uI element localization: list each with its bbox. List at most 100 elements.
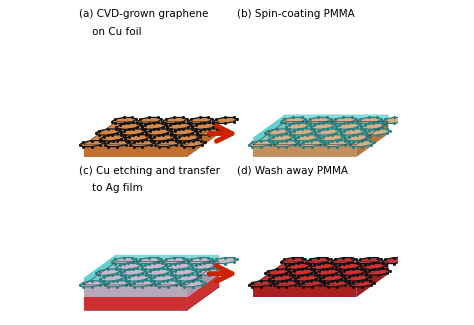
Polygon shape bbox=[142, 123, 166, 129]
Polygon shape bbox=[299, 141, 324, 147]
Polygon shape bbox=[105, 281, 129, 287]
Polygon shape bbox=[350, 141, 374, 147]
Polygon shape bbox=[325, 141, 349, 147]
Polygon shape bbox=[356, 122, 389, 157]
Polygon shape bbox=[325, 281, 349, 287]
Polygon shape bbox=[187, 274, 219, 310]
Polygon shape bbox=[253, 262, 389, 285]
Polygon shape bbox=[366, 129, 390, 135]
Polygon shape bbox=[188, 117, 212, 124]
Polygon shape bbox=[213, 117, 237, 124]
Polygon shape bbox=[253, 122, 389, 145]
Polygon shape bbox=[84, 255, 116, 285]
Polygon shape bbox=[84, 278, 187, 285]
Polygon shape bbox=[253, 262, 285, 297]
Polygon shape bbox=[142, 263, 166, 269]
Polygon shape bbox=[162, 117, 187, 124]
Polygon shape bbox=[84, 262, 219, 285]
Polygon shape bbox=[112, 117, 136, 124]
Polygon shape bbox=[213, 258, 237, 264]
Polygon shape bbox=[172, 129, 196, 135]
Polygon shape bbox=[361, 263, 386, 269]
Polygon shape bbox=[167, 123, 191, 129]
Polygon shape bbox=[176, 275, 201, 281]
Polygon shape bbox=[253, 285, 356, 297]
Text: on Cu foil: on Cu foil bbox=[92, 27, 142, 37]
Polygon shape bbox=[361, 123, 386, 129]
Polygon shape bbox=[137, 117, 162, 124]
Polygon shape bbox=[306, 258, 330, 264]
Polygon shape bbox=[357, 117, 381, 124]
Polygon shape bbox=[146, 129, 171, 135]
Text: (b) Spin-coating PMMA: (b) Spin-coating PMMA bbox=[237, 9, 355, 20]
Polygon shape bbox=[253, 138, 356, 145]
Polygon shape bbox=[382, 258, 406, 264]
Polygon shape bbox=[281, 117, 305, 124]
Polygon shape bbox=[274, 281, 298, 287]
Polygon shape bbox=[130, 281, 155, 287]
Polygon shape bbox=[290, 269, 314, 275]
Polygon shape bbox=[116, 263, 141, 269]
Polygon shape bbox=[269, 275, 294, 281]
Polygon shape bbox=[116, 123, 141, 129]
Polygon shape bbox=[331, 258, 356, 264]
Polygon shape bbox=[151, 275, 175, 281]
Polygon shape bbox=[121, 269, 146, 275]
Polygon shape bbox=[295, 275, 319, 281]
Polygon shape bbox=[357, 258, 381, 264]
Polygon shape bbox=[331, 117, 356, 124]
Polygon shape bbox=[100, 135, 125, 141]
Polygon shape bbox=[130, 141, 155, 147]
Polygon shape bbox=[336, 123, 360, 129]
Polygon shape bbox=[155, 281, 180, 287]
Polygon shape bbox=[253, 114, 285, 145]
Polygon shape bbox=[311, 123, 335, 129]
Polygon shape bbox=[350, 281, 374, 287]
Polygon shape bbox=[336, 263, 360, 269]
Polygon shape bbox=[253, 145, 356, 157]
Polygon shape bbox=[151, 135, 175, 141]
Polygon shape bbox=[253, 122, 285, 157]
Polygon shape bbox=[181, 141, 205, 147]
Polygon shape bbox=[187, 122, 219, 157]
Polygon shape bbox=[126, 135, 150, 141]
Polygon shape bbox=[253, 114, 389, 138]
Polygon shape bbox=[285, 263, 310, 269]
Polygon shape bbox=[311, 263, 335, 269]
Polygon shape bbox=[290, 129, 314, 135]
Polygon shape bbox=[382, 117, 406, 124]
Polygon shape bbox=[249, 281, 273, 287]
Polygon shape bbox=[137, 258, 162, 264]
Text: to Ag film: to Ag film bbox=[92, 183, 143, 193]
Polygon shape bbox=[187, 262, 219, 297]
Polygon shape bbox=[197, 269, 221, 275]
Polygon shape bbox=[315, 129, 340, 135]
Polygon shape bbox=[162, 258, 187, 264]
Polygon shape bbox=[341, 269, 365, 275]
Polygon shape bbox=[84, 285, 187, 297]
Polygon shape bbox=[187, 255, 219, 285]
Polygon shape bbox=[84, 122, 116, 157]
Polygon shape bbox=[112, 258, 136, 264]
Polygon shape bbox=[274, 141, 298, 147]
Polygon shape bbox=[197, 129, 221, 135]
Polygon shape bbox=[285, 123, 310, 129]
Polygon shape bbox=[96, 269, 120, 275]
Polygon shape bbox=[84, 297, 187, 310]
Polygon shape bbox=[181, 281, 205, 287]
Polygon shape bbox=[356, 114, 389, 145]
Polygon shape bbox=[96, 129, 120, 135]
Polygon shape bbox=[84, 255, 219, 278]
Polygon shape bbox=[176, 135, 201, 141]
Text: (c) Cu etching and transfer: (c) Cu etching and transfer bbox=[79, 166, 220, 176]
Polygon shape bbox=[80, 141, 104, 147]
Polygon shape bbox=[167, 263, 191, 269]
Polygon shape bbox=[315, 269, 340, 275]
Polygon shape bbox=[299, 281, 324, 287]
Polygon shape bbox=[105, 141, 129, 147]
Polygon shape bbox=[320, 275, 344, 281]
Polygon shape bbox=[265, 129, 289, 135]
Polygon shape bbox=[126, 275, 150, 281]
Polygon shape bbox=[188, 258, 212, 264]
Polygon shape bbox=[281, 258, 305, 264]
